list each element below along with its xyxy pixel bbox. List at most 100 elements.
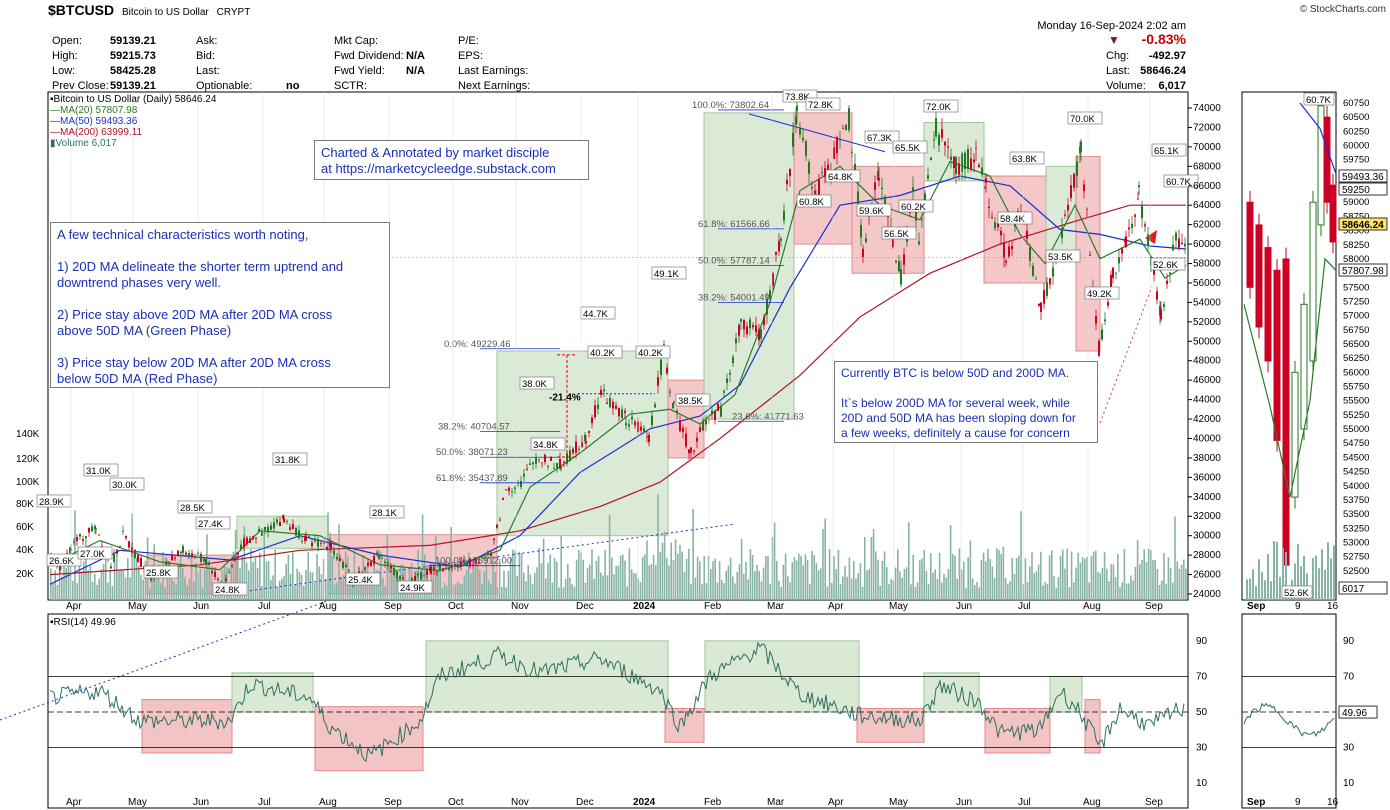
inset-rsi-x-label: 16 xyxy=(1327,797,1339,808)
candle-body xyxy=(818,179,820,197)
volume-bar xyxy=(560,536,562,600)
point-label-box xyxy=(898,199,934,213)
candle-body xyxy=(746,326,748,335)
inset-volume-bar xyxy=(1273,541,1275,600)
volume-bar xyxy=(725,570,727,600)
volume-bar xyxy=(815,563,818,600)
volume-bar xyxy=(1046,583,1049,600)
candle-body xyxy=(1101,329,1103,340)
candle-body xyxy=(726,378,728,384)
candle-body xyxy=(769,290,771,299)
volume-bar xyxy=(1007,583,1009,600)
candle-body xyxy=(935,118,937,137)
candle-body xyxy=(460,561,462,567)
candle-body xyxy=(420,572,422,580)
candle-body xyxy=(690,447,692,453)
candle-body xyxy=(612,401,614,409)
candle-body xyxy=(973,159,975,163)
candle-body xyxy=(775,252,777,255)
candle-body xyxy=(1160,309,1162,320)
candle-body xyxy=(1003,242,1005,258)
volume-bar xyxy=(919,560,921,600)
point-label-text: 40.2K xyxy=(638,348,663,359)
legend-main: ▪Bitcoin to US Dollar (Daily) 58646.24 xyxy=(50,94,217,105)
candle-body xyxy=(892,234,894,248)
candle-body xyxy=(693,450,695,452)
candle-body xyxy=(273,522,275,529)
volume-bar xyxy=(613,574,615,600)
inset-rsi-x-label: Sep xyxy=(1247,797,1265,808)
volume-bar xyxy=(1123,549,1126,600)
volume-bar xyxy=(498,559,501,600)
candle-body xyxy=(550,456,552,461)
volume-bar xyxy=(861,586,864,600)
candle-body xyxy=(941,129,943,138)
volume-bar xyxy=(250,549,252,600)
rsi-last-tag: 49.96 xyxy=(1338,705,1378,719)
volume-bar xyxy=(1044,581,1046,600)
volume-bar xyxy=(1158,585,1161,600)
volume-bar xyxy=(494,572,496,600)
volume-bar xyxy=(307,552,309,600)
volume-bar xyxy=(1088,582,1090,600)
candle-body xyxy=(1172,244,1174,251)
candle-body xyxy=(165,561,167,565)
candle-body xyxy=(378,555,380,559)
volume-bar xyxy=(428,587,430,600)
volume-bar xyxy=(267,560,270,600)
candle-body xyxy=(643,428,645,432)
candle-body xyxy=(69,547,71,554)
candle-body xyxy=(311,542,313,547)
candle-body xyxy=(478,561,480,564)
price-tick-label: 42000 xyxy=(1193,414,1221,425)
point-label-box xyxy=(1163,174,1199,188)
rsi-tick-label: 50 xyxy=(1196,707,1208,718)
rsi-tick-label: 10 xyxy=(1196,778,1208,789)
candle-body xyxy=(783,210,785,221)
volume-bar xyxy=(1154,560,1156,600)
x-tick-label: Apr xyxy=(828,601,844,612)
volume-bar xyxy=(974,585,976,600)
volume-bar xyxy=(1015,558,1018,600)
volume-bar xyxy=(83,561,85,600)
volume-bar xyxy=(707,555,710,600)
inset-tick-label: 58250 xyxy=(1343,240,1369,251)
rsi-x-tick-label: Feb xyxy=(704,797,722,808)
symbol-name: Bitcoin to US Dollar xyxy=(122,7,209,18)
inset-candle xyxy=(1291,371,1299,498)
x-tick-label: 2024 xyxy=(633,601,656,612)
candle-body xyxy=(484,557,486,559)
candle-body xyxy=(110,566,112,569)
inset-value-tag: 57807.98 xyxy=(1338,263,1388,277)
candle-body xyxy=(729,372,731,375)
volume-bar xyxy=(67,561,70,600)
candle-body xyxy=(1131,223,1133,228)
candle-body xyxy=(333,550,335,555)
volume-bar xyxy=(644,554,646,600)
price-tick-label: 24000 xyxy=(1193,589,1221,600)
candle-body xyxy=(301,541,303,542)
candle-body xyxy=(833,147,835,159)
volume-bar xyxy=(492,557,494,600)
candle-body xyxy=(950,156,952,161)
candle-body xyxy=(1086,208,1088,210)
candle-body xyxy=(789,169,791,177)
volume-bar xyxy=(443,583,446,600)
volume-bar xyxy=(740,538,743,600)
volume-bar xyxy=(179,554,182,600)
candle-body xyxy=(364,567,366,570)
volume-bar xyxy=(674,539,677,600)
volume-bar xyxy=(663,531,666,600)
inset-tick-label: 55000 xyxy=(1343,424,1369,435)
volume-bar xyxy=(116,549,118,600)
inset-volume-bar xyxy=(1264,580,1266,600)
candle-body xyxy=(981,167,983,175)
volume-bar xyxy=(157,564,160,600)
candle-body xyxy=(646,436,648,438)
point-label-text: 44.7K xyxy=(583,309,608,320)
volume-bar xyxy=(432,562,435,600)
inset-volume-bar xyxy=(1294,563,1296,600)
candle-body xyxy=(673,401,675,404)
volume-bar xyxy=(980,560,983,600)
volume-bar xyxy=(305,569,307,600)
